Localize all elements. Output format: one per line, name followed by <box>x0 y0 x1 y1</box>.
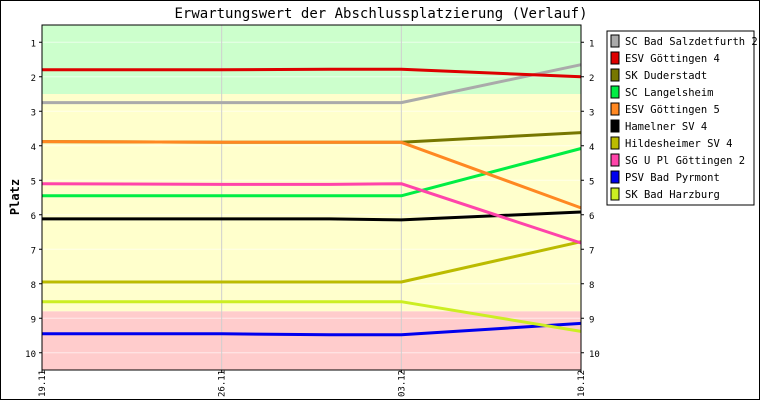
legend-swatch-3 <box>610 68 620 82</box>
legend-label-3: SK Duderstadt <box>625 70 707 82</box>
series-line-1 <box>42 63 582 105</box>
plot-area <box>41 24 582 371</box>
series-line-9 <box>42 321 582 337</box>
y-axis-label: Platz <box>8 179 22 215</box>
y-tick-label-left: 4 <box>31 143 36 153</box>
y-tick-label-right: 4 <box>589 143 594 153</box>
series-line-2 <box>42 67 582 79</box>
x-tick-label: 03.12 <box>397 370 407 397</box>
legend-label-2: ESV Göttingen 4 <box>625 53 720 65</box>
legend-swatch-6 <box>610 119 620 133</box>
legend-label-1: SC Bad Salzdetfurth 2 <box>625 36 758 48</box>
legend-label-9: PSV Bad Pyrmont <box>625 172 720 184</box>
x-tick-label: 19.11 <box>38 370 48 397</box>
y-tick-label-right: 10 <box>589 350 600 360</box>
legend-swatch-9 <box>610 170 620 184</box>
legend-swatch-2 <box>610 51 620 65</box>
y-tick-label-right: 3 <box>589 108 594 118</box>
series-line-4 <box>42 147 582 198</box>
legend-label-7: Hildesheimer SV 4 <box>625 138 732 150</box>
x-tick-label: 10.12 <box>577 370 587 397</box>
y-tick-label-left: 9 <box>31 315 36 325</box>
legend-label-5: ESV Göttingen 5 <box>625 104 720 116</box>
x-tick-label: 26.11 <box>218 370 228 397</box>
y-tick-label-left: 6 <box>31 212 36 222</box>
legend-swatch-4 <box>610 85 620 99</box>
legend-label-6: Hamelner SV 4 <box>625 121 707 133</box>
legend-label-10: SK Bad Harzburg <box>625 189 720 201</box>
zone-band-0 <box>42 25 581 94</box>
zone-band-2 <box>42 311 581 370</box>
legend-label-8: SG U Pl Göttingen 2 <box>625 155 745 167</box>
chart-title: Erwartungswert der Abschlussplatzierung … <box>174 6 587 22</box>
y-tick-label-right: 5 <box>589 177 594 187</box>
series-line-10 <box>42 300 582 333</box>
y-tick-label-left: 2 <box>31 74 36 84</box>
y-tick-label-right: 9 <box>589 315 594 325</box>
zone-band-1 <box>42 94 581 312</box>
y-tick-label-left: 5 <box>31 177 36 187</box>
legend-swatch-5 <box>610 102 620 116</box>
y-tick-label-left: 1 <box>31 39 36 49</box>
y-tick-label-right: 7 <box>589 246 594 256</box>
y-tick-label-right: 1 <box>589 39 594 49</box>
y-tick-label-right: 8 <box>589 281 594 291</box>
series-line-6 <box>42 210 582 222</box>
legend-swatch-7 <box>610 136 620 150</box>
legend-swatch-8 <box>610 153 620 167</box>
plot-border <box>41 24 582 371</box>
legend-label-4: SC Langelsheim <box>625 87 714 99</box>
series-line-5 <box>41 140 582 210</box>
y-tick-label-left: 7 <box>31 246 36 256</box>
y-tick-label-left: 3 <box>31 108 36 118</box>
series-line-8 <box>41 182 582 245</box>
legend-box <box>606 30 755 206</box>
y-tick-label-left: 10 <box>25 350 36 360</box>
legend-swatch-1 <box>610 34 620 48</box>
y-tick-label-left: 8 <box>31 281 36 291</box>
y-tick-label-right: 2 <box>589 74 594 84</box>
y-tick-label-right: 6 <box>589 212 594 222</box>
series-line-7 <box>42 240 582 284</box>
legend-swatch-10 <box>610 187 620 201</box>
